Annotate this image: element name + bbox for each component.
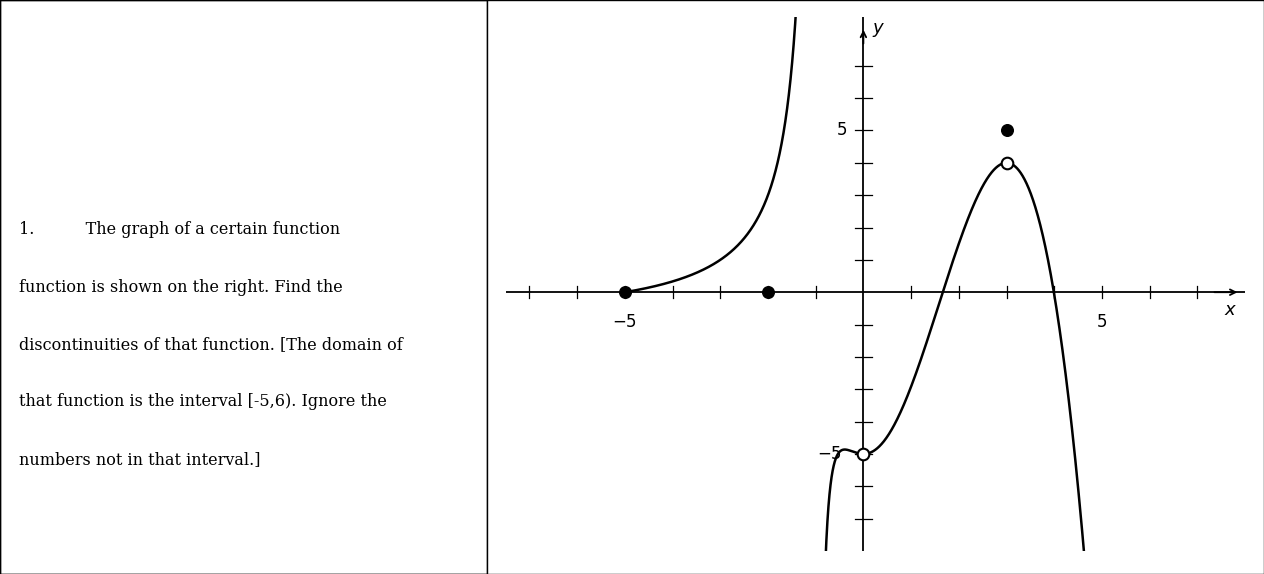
Text: $5$: $5$ [836, 122, 847, 139]
Point [853, 449, 873, 459]
Text: $5$: $5$ [1096, 313, 1107, 331]
Text: $y$: $y$ [872, 21, 885, 39]
Text: 1.          The graph of a certain function: 1. The graph of a certain function [19, 221, 340, 238]
Text: function is shown on the right. Find the: function is shown on the right. Find the [19, 278, 344, 296]
Point [996, 126, 1016, 135]
Text: $-5$: $-5$ [612, 313, 637, 331]
Point [614, 288, 635, 297]
Point [758, 288, 779, 297]
Text: $-5$: $-5$ [817, 445, 842, 463]
Text: $x$: $x$ [1224, 301, 1237, 319]
Text: numbers not in that interval.]: numbers not in that interval.] [19, 451, 260, 468]
Text: discontinuities of that function. [The domain of: discontinuities of that function. [The d… [19, 336, 403, 353]
Text: that function is the interval [-5,6). Ignore the: that function is the interval [-5,6). Ig… [19, 393, 387, 410]
Point [996, 158, 1016, 168]
